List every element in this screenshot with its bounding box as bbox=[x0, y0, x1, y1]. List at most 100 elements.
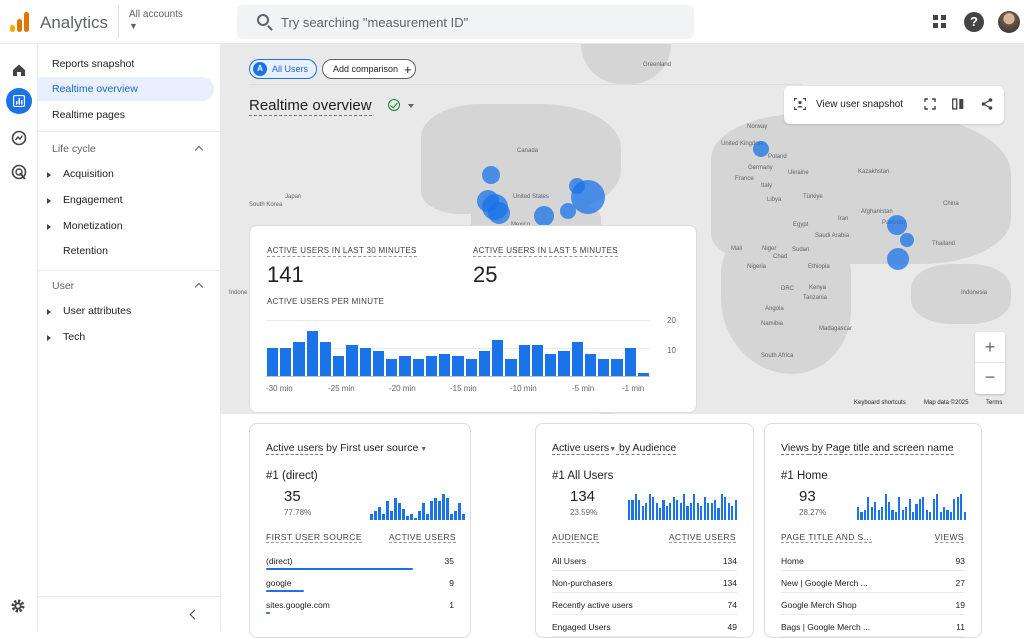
table-row[interactable]: Home 93 bbox=[781, 548, 965, 571]
chart-bar[interactable] bbox=[306, 331, 318, 376]
segment-chip-all-users[interactable]: A All Users bbox=[249, 59, 317, 79]
analytics-logo-icon[interactable] bbox=[10, 12, 30, 32]
map-label: Saudi Arabia bbox=[815, 233, 850, 239]
table-row[interactable]: Bags | Google Merch ... 11 bbox=[781, 614, 965, 637]
fullscreen-icon[interactable] bbox=[924, 98, 936, 110]
chart-bar[interactable] bbox=[346, 345, 358, 376]
chart-bar[interactable] bbox=[492, 339, 504, 376]
section-user-title[interactable]: User bbox=[52, 280, 75, 292]
chart-bar[interactable] bbox=[399, 356, 411, 376]
chart-bar[interactable] bbox=[412, 359, 424, 376]
chart-bar[interactable] bbox=[293, 342, 305, 376]
account-selector[interactable]: All accounts ▼ bbox=[118, 6, 183, 38]
keyboard-shortcuts-link[interactable]: Keyboard shortcuts bbox=[854, 400, 906, 406]
chart-bar[interactable] bbox=[319, 342, 332, 376]
chart-bar[interactable] bbox=[372, 350, 385, 376]
chart-bar[interactable] bbox=[598, 359, 610, 376]
row-name: google bbox=[266, 578, 292, 588]
sidebar-item-realtime-overview[interactable]: Realtime overview bbox=[38, 77, 214, 101]
chart-bar[interactable] bbox=[558, 350, 570, 376]
kpi-30min-label[interactable]: ACTIVE USERS IN LAST 30 MINUTES bbox=[267, 246, 417, 257]
map-user-dot[interactable] bbox=[571, 180, 605, 214]
settings-gear-icon[interactable] bbox=[10, 598, 26, 614]
table-row[interactable]: Non-purchasers 134 bbox=[552, 570, 737, 593]
table-row[interactable]: sites.google.com 1 bbox=[266, 592, 454, 614]
view-user-snapshot-button[interactable]: View user snapshot bbox=[816, 99, 904, 110]
card-title[interactable]: Active users by First user source ▼ bbox=[266, 442, 428, 455]
search-input[interactable] bbox=[281, 5, 681, 39]
search-bar[interactable] bbox=[237, 5, 694, 39]
row-value: 11 bbox=[956, 622, 965, 632]
top-rank-value: 134 bbox=[570, 488, 596, 505]
card-title[interactable]: Active users▼ by Audience bbox=[552, 442, 677, 455]
chart-bar[interactable] bbox=[637, 373, 649, 376]
map-user-dot[interactable] bbox=[534, 206, 554, 226]
chart-bar[interactable] bbox=[439, 353, 451, 376]
chart-bar[interactable] bbox=[611, 359, 623, 376]
map-user-dot[interactable] bbox=[482, 166, 500, 184]
table-row[interactable]: Google Merch Shop 19 bbox=[781, 592, 965, 615]
table-row[interactable]: New | Google Merch ... 27 bbox=[781, 570, 965, 593]
explore-icon[interactable] bbox=[9, 128, 29, 148]
active-users-per-minute-chart[interactable] bbox=[266, 320, 650, 376]
title-dropdown-icon[interactable] bbox=[408, 104, 414, 108]
apps-grid-icon[interactable] bbox=[930, 12, 950, 32]
sidebar-item-realtime-pages[interactable]: Realtime pages bbox=[52, 109, 125, 121]
chart-bar[interactable] bbox=[359, 348, 371, 376]
advertising-icon[interactable] bbox=[9, 162, 29, 182]
chart-bar[interactable] bbox=[280, 348, 292, 376]
card-title[interactable]: Views by Page title and screen name bbox=[781, 442, 954, 455]
home-icon[interactable] bbox=[9, 60, 29, 80]
chart-bar[interactable] bbox=[267, 348, 279, 376]
share-icon[interactable] bbox=[981, 98, 993, 110]
chevron-up-icon[interactable] bbox=[194, 145, 204, 155]
chart-bar[interactable] bbox=[386, 359, 398, 376]
map-user-dot[interactable] bbox=[753, 141, 769, 157]
verified-check-icon[interactable] bbox=[388, 99, 400, 111]
add-comparison-button[interactable]: Add comparison + bbox=[322, 59, 416, 79]
avatar[interactable] bbox=[998, 11, 1020, 33]
terms-link[interactable]: Terms bbox=[986, 400, 1003, 406]
sidebar-item-acquisition[interactable]: Acquisition bbox=[38, 162, 214, 186]
map-user-dot[interactable] bbox=[887, 215, 907, 235]
zoom-in-button[interactable]: + bbox=[975, 332, 1005, 363]
map-user-dot[interactable] bbox=[900, 233, 914, 247]
sidebar-item-reports-snapshot[interactable]: Reports snapshot bbox=[52, 58, 135, 70]
table-row[interactable]: Engaged Users 49 bbox=[552, 614, 737, 637]
reports-icon[interactable] bbox=[6, 88, 32, 114]
chart-bar[interactable] bbox=[571, 342, 583, 376]
chart-bar[interactable] bbox=[518, 345, 530, 376]
sidebar-item-tech[interactable]: Tech bbox=[38, 325, 214, 349]
map-user-dot[interactable] bbox=[887, 248, 909, 270]
help-icon[interactable]: ? bbox=[964, 12, 984, 32]
chart-bar[interactable] bbox=[333, 356, 345, 376]
zoom-out-button[interactable]: − bbox=[984, 367, 996, 387]
chart-bar[interactable] bbox=[531, 345, 544, 376]
sparkline-bar bbox=[946, 509, 949, 520]
map-user-dot[interactable] bbox=[560, 203, 576, 219]
map-user-dot[interactable] bbox=[488, 202, 510, 224]
chart-bar[interactable] bbox=[478, 350, 491, 376]
table-row[interactable]: All Users 134 bbox=[552, 548, 737, 571]
table-row[interactable]: google 9 bbox=[266, 570, 454, 592]
add-comparison-label: Add comparison bbox=[333, 64, 399, 74]
kpi-5min-label[interactable]: ACTIVE USERS IN LAST 5 MINUTES bbox=[473, 246, 618, 257]
compare-columns-icon[interactable] bbox=[952, 98, 964, 110]
table-row[interactable]: (direct) 35 bbox=[266, 548, 454, 570]
user-snapshot-icon[interactable] bbox=[794, 98, 806, 110]
table-row[interactable]: Recently active users 74 bbox=[552, 592, 737, 615]
chevron-up-icon[interactable] bbox=[194, 282, 204, 292]
chart-bar[interactable] bbox=[505, 359, 517, 376]
sidebar-item-engagement[interactable]: Engagement bbox=[38, 188, 214, 212]
section-lifecycle-title[interactable]: Life cycle bbox=[52, 143, 96, 155]
chart-bar[interactable] bbox=[452, 356, 464, 376]
top-rank-value: 35 bbox=[284, 488, 301, 505]
chart-bar[interactable] bbox=[584, 353, 597, 376]
sidebar-item-retention[interactable]: Retention bbox=[63, 245, 108, 257]
chart-bar[interactable] bbox=[465, 359, 477, 376]
chart-bar[interactable] bbox=[425, 356, 438, 376]
chart-bar[interactable] bbox=[545, 353, 557, 376]
sidebar-item-monetization[interactable]: Monetization bbox=[38, 214, 214, 238]
chart-bar[interactable] bbox=[624, 348, 636, 376]
sidebar-item-user-attributes[interactable]: User attributes bbox=[38, 299, 214, 323]
